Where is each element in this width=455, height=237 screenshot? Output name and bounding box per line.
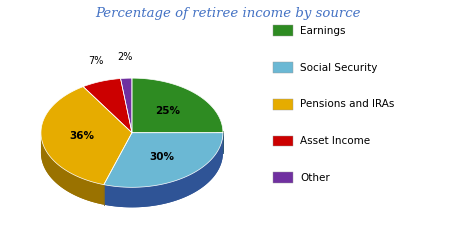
Text: Percentage of retiree income by source: Percentage of retiree income by source	[95, 7, 360, 20]
Polygon shape	[104, 133, 223, 207]
Text: 25%: 25%	[155, 106, 180, 117]
Polygon shape	[41, 107, 132, 205]
Text: Other: Other	[300, 173, 330, 183]
Polygon shape	[132, 98, 223, 153]
Polygon shape	[41, 132, 104, 205]
Text: Social Security: Social Security	[300, 63, 378, 73]
Polygon shape	[104, 133, 223, 187]
Text: Pensions and IRAs: Pensions and IRAs	[300, 99, 394, 109]
Text: 30%: 30%	[149, 152, 174, 162]
Polygon shape	[83, 78, 132, 133]
Polygon shape	[132, 78, 223, 133]
Text: Asset Income: Asset Income	[300, 136, 370, 146]
Text: Earnings: Earnings	[300, 26, 346, 36]
Polygon shape	[41, 87, 132, 185]
Text: 2%: 2%	[117, 53, 133, 63]
Polygon shape	[121, 78, 132, 133]
Text: 7%: 7%	[88, 56, 103, 66]
Polygon shape	[104, 153, 223, 207]
Text: 36%: 36%	[70, 132, 95, 141]
